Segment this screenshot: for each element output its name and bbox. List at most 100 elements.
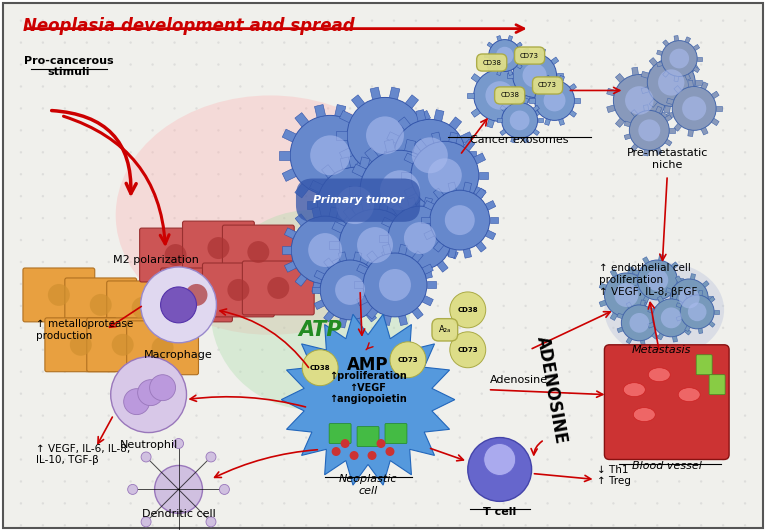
Circle shape: [450, 292, 486, 328]
Circle shape: [414, 480, 417, 483]
Circle shape: [86, 151, 88, 153]
Circle shape: [107, 261, 110, 263]
Circle shape: [437, 261, 439, 263]
Circle shape: [678, 458, 680, 461]
Circle shape: [129, 502, 132, 504]
Circle shape: [480, 151, 483, 153]
Circle shape: [20, 458, 22, 461]
Circle shape: [437, 282, 439, 285]
Circle shape: [700, 20, 702, 22]
Circle shape: [261, 348, 264, 351]
Polygon shape: [643, 150, 649, 156]
Circle shape: [634, 107, 637, 109]
Circle shape: [20, 436, 22, 439]
Circle shape: [327, 173, 329, 175]
Circle shape: [239, 107, 241, 109]
Circle shape: [64, 502, 66, 504]
Circle shape: [414, 173, 417, 175]
Circle shape: [744, 371, 746, 373]
Circle shape: [107, 371, 110, 373]
Circle shape: [141, 267, 217, 343]
Polygon shape: [643, 296, 650, 303]
Circle shape: [722, 107, 725, 109]
Text: CD73: CD73: [520, 53, 539, 58]
Circle shape: [414, 239, 417, 241]
Polygon shape: [306, 201, 317, 209]
Circle shape: [591, 436, 593, 439]
Polygon shape: [673, 336, 677, 342]
Polygon shape: [505, 63, 512, 72]
Circle shape: [107, 436, 110, 439]
Text: ↑ VEGF, IL-6, IL-8,
IL-10, TGF-β: ↑ VEGF, IL-6, IL-8, IL-10, TGF-β: [36, 444, 130, 465]
Circle shape: [218, 41, 220, 44]
Circle shape: [107, 107, 110, 109]
Circle shape: [239, 502, 241, 504]
Circle shape: [64, 107, 66, 109]
Circle shape: [86, 327, 88, 329]
Ellipse shape: [211, 210, 410, 409]
Circle shape: [283, 524, 286, 527]
Polygon shape: [685, 37, 691, 43]
Polygon shape: [463, 139, 475, 151]
Circle shape: [393, 107, 395, 109]
Circle shape: [480, 282, 483, 285]
Polygon shape: [642, 275, 650, 282]
Circle shape: [239, 195, 241, 198]
Circle shape: [349, 371, 352, 373]
FancyBboxPatch shape: [3, 3, 763, 528]
Circle shape: [138, 380, 164, 406]
Circle shape: [480, 436, 483, 439]
Circle shape: [744, 261, 746, 263]
Polygon shape: [460, 132, 473, 143]
Polygon shape: [708, 296, 713, 300]
Circle shape: [459, 348, 461, 351]
Circle shape: [612, 480, 614, 483]
Circle shape: [568, 129, 571, 132]
Circle shape: [218, 282, 220, 285]
Circle shape: [291, 216, 359, 284]
Circle shape: [459, 392, 461, 395]
Text: CD38: CD38: [483, 59, 501, 65]
Circle shape: [261, 502, 264, 504]
Polygon shape: [361, 279, 371, 291]
Circle shape: [349, 195, 352, 198]
Circle shape: [173, 63, 175, 66]
Polygon shape: [688, 130, 693, 136]
Circle shape: [371, 327, 373, 329]
Circle shape: [218, 458, 220, 461]
Circle shape: [480, 41, 483, 44]
Circle shape: [414, 107, 417, 109]
Polygon shape: [354, 319, 362, 328]
Circle shape: [568, 217, 571, 219]
Circle shape: [393, 20, 395, 22]
Circle shape: [612, 371, 614, 373]
Circle shape: [414, 414, 417, 417]
Circle shape: [480, 239, 483, 241]
Circle shape: [591, 371, 593, 373]
Circle shape: [41, 348, 44, 351]
Circle shape: [41, 239, 44, 241]
Circle shape: [656, 458, 659, 461]
Circle shape: [744, 458, 746, 461]
Circle shape: [129, 436, 132, 439]
Polygon shape: [476, 242, 486, 252]
FancyBboxPatch shape: [242, 261, 314, 315]
Circle shape: [283, 41, 286, 44]
Polygon shape: [394, 207, 407, 219]
Circle shape: [327, 414, 329, 417]
Polygon shape: [666, 112, 674, 118]
Polygon shape: [332, 257, 345, 269]
Circle shape: [261, 63, 264, 66]
Circle shape: [437, 392, 439, 395]
Circle shape: [480, 129, 483, 132]
Circle shape: [20, 217, 22, 219]
Circle shape: [744, 502, 746, 504]
Polygon shape: [434, 242, 444, 252]
Circle shape: [480, 20, 483, 22]
Circle shape: [228, 279, 250, 301]
Polygon shape: [427, 281, 436, 288]
Circle shape: [86, 524, 88, 527]
Circle shape: [744, 436, 746, 439]
Circle shape: [656, 480, 659, 483]
Polygon shape: [370, 172, 381, 184]
